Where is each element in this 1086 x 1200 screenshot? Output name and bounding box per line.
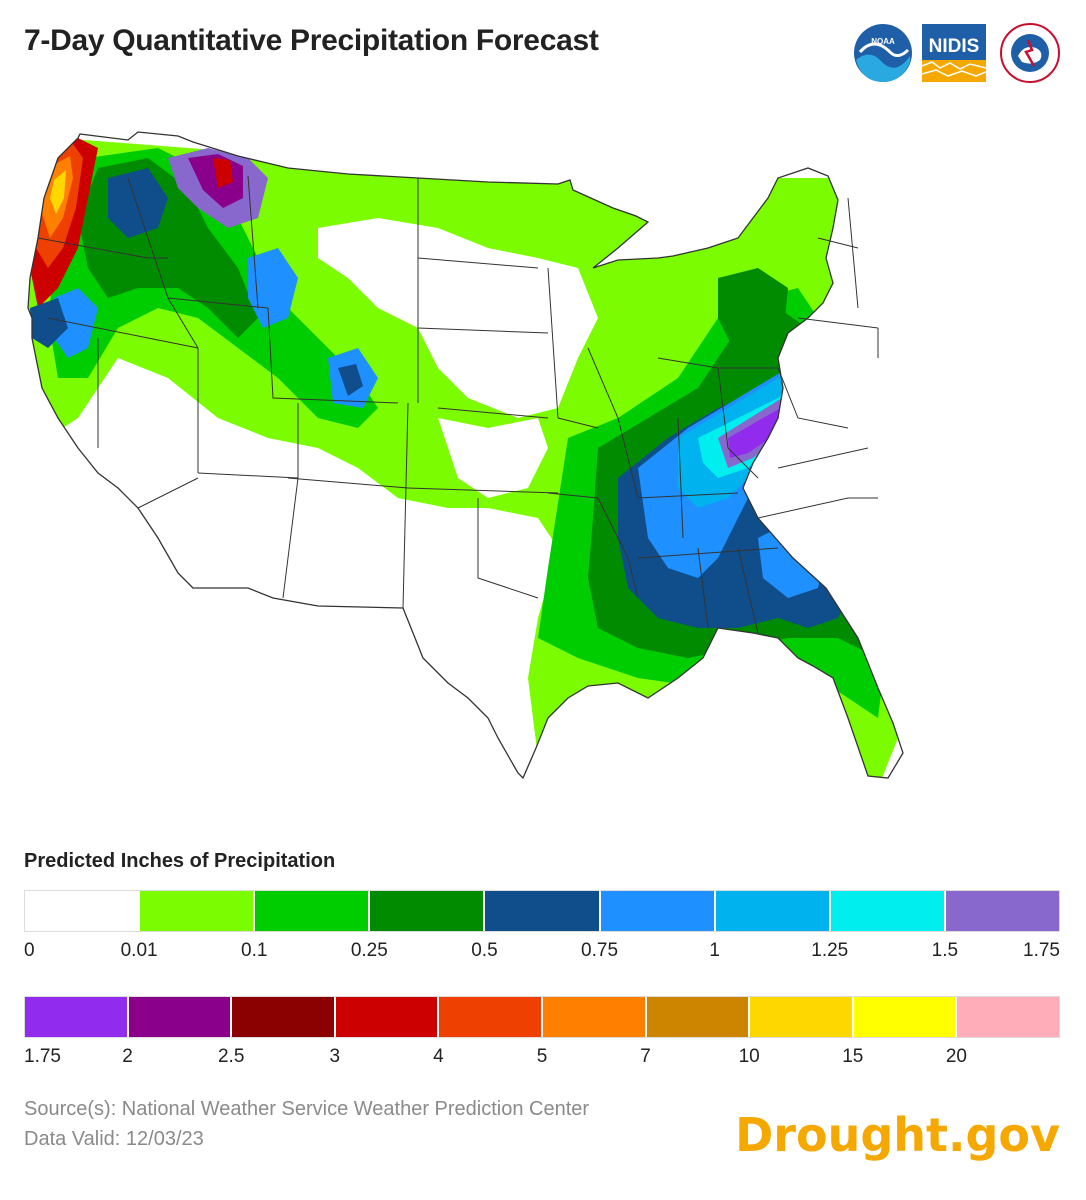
legend-tick-label: 10 [738, 1046, 760, 1067]
legend-swatch [335, 997, 440, 1037]
source-note: Source(s): National Weather Service Weat… [24, 1094, 589, 1154]
precipitation-map [27, 131, 904, 780]
legend-tick-label: 0 [24, 940, 35, 961]
agency-logos: NOAA NIDIS [854, 23, 1060, 83]
legend-swatch [232, 997, 336, 1037]
legend-tick-label: 1.75 [24, 1046, 61, 1067]
legend-swatch [542, 997, 647, 1037]
legend-swatch [853, 997, 958, 1037]
legend-tick-label: 7 [640, 1046, 651, 1067]
nws-logo-icon [1000, 23, 1060, 83]
legend-swatch [830, 891, 946, 931]
legend-color-bar-2 [24, 996, 1060, 1038]
legend-swatch [25, 891, 141, 931]
page-title: 7-Day Quantitative Precipitation Forecas… [24, 24, 599, 57]
legend-swatch [370, 891, 486, 931]
legend-ticks-2: 1.75 2 2.5 3 4 5 7 10 15 20 [24, 1046, 1060, 1072]
legend-tick-label: 2.5 [217, 1046, 245, 1067]
legend-swatch [439, 997, 543, 1037]
legend-title: Predicted Inches of Precipitation [24, 850, 336, 872]
legend-swatch [485, 891, 601, 931]
legend-tick-label: 1.75 [1023, 940, 1060, 961]
legend-tick-label: 5 [536, 1046, 548, 1067]
legend-tick-label: 1 [709, 940, 720, 961]
legend-tick-label: 2 [122, 1046, 133, 1067]
drought-gov-brand: Drought.gov [735, 1108, 1060, 1162]
legend-tick-label: 1.5 [931, 940, 959, 961]
legend-swatch [715, 891, 831, 931]
legend-tick-label: 3 [329, 1046, 341, 1067]
nidis-logo-icon: NIDIS [921, 24, 987, 82]
noaa-logo-icon: NOAA [854, 24, 912, 82]
legend-color-bar-1 [24, 890, 1060, 932]
legend-tick-label: 1.25 [811, 940, 849, 961]
legend-tick-label: 4 [433, 1046, 444, 1067]
legend-swatch [957, 997, 1059, 1037]
legend-tick-label: 0.01 [120, 940, 158, 961]
legend-swatch [600, 891, 716, 931]
data-valid-line: Data Valid: 12/03/23 [24, 1128, 204, 1150]
legend-tick-label: 20 [945, 1046, 967, 1067]
legend-ticks-1: 0 0.01 0.1 0.25 0.5 0.75 1 1.25 1.5 1.75 [24, 940, 1060, 966]
legend-tick-label: 0.5 [471, 940, 498, 961]
legend-swatch [255, 891, 371, 931]
legend-tick-label: 0.25 [350, 940, 388, 961]
source-line: Source(s): National Weather Service Weat… [24, 1098, 590, 1120]
legend-swatch [646, 997, 751, 1037]
legend-swatch [750, 997, 854, 1037]
state-boundaries [27, 131, 904, 780]
legend-swatch [25, 997, 129, 1037]
legend-swatch [128, 997, 233, 1037]
nidis-logo-text: NIDIS [929, 36, 980, 57]
legend-swatch [945, 891, 1059, 931]
legend-swatch [140, 891, 256, 931]
legend-tick-label: 15 [842, 1046, 864, 1067]
precipitation-shading [28, 132, 903, 778]
legend-tick-label: 0.1 [241, 940, 268, 961]
legend-tick-label: 0.75 [581, 940, 619, 961]
noaa-logo-text: NOAA [871, 37, 895, 46]
